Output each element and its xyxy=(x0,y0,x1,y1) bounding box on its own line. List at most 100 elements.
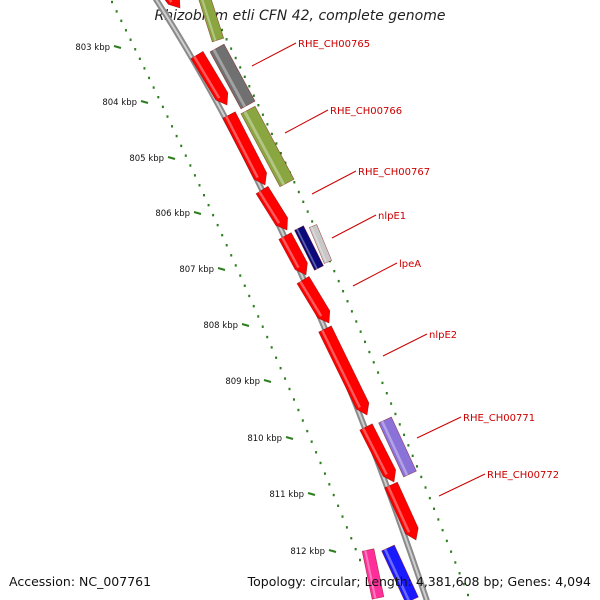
scale-dot xyxy=(216,223,219,227)
scale-dot xyxy=(332,493,335,497)
scale-dot xyxy=(345,526,348,529)
scale-dot xyxy=(372,361,375,364)
scale-dot xyxy=(266,335,269,339)
scale-dot xyxy=(364,340,367,344)
scale-dot xyxy=(120,19,123,23)
scale-dot xyxy=(261,113,264,116)
scale-dot xyxy=(346,300,349,303)
scale-dot xyxy=(319,461,322,465)
scale-dot xyxy=(275,356,278,359)
cds-arrow-highlight xyxy=(281,236,300,269)
scale-dot xyxy=(161,105,164,109)
cds-arrow-highlight xyxy=(299,280,323,317)
scale-dot xyxy=(275,142,278,145)
scale-dot xyxy=(390,402,393,405)
scale-dot xyxy=(403,433,406,437)
major-tick xyxy=(167,156,176,160)
scale-dot xyxy=(157,96,160,99)
scale-label: 804 kbp xyxy=(102,98,137,108)
scale-dot xyxy=(284,377,287,380)
scale-label: 806 kbp xyxy=(155,209,190,219)
cds-arrow xyxy=(164,0,181,9)
scale-dot xyxy=(288,387,291,391)
label-leader-lines xyxy=(251,42,486,497)
cds-arrow xyxy=(318,325,370,416)
scale-dot xyxy=(445,539,448,543)
scale-dot xyxy=(225,244,228,247)
cog-box-highlight xyxy=(310,226,327,263)
scale-dot xyxy=(306,429,309,433)
scale-dot xyxy=(355,320,358,323)
cog-box xyxy=(361,548,385,600)
scale-dot xyxy=(450,550,453,553)
scale-dot xyxy=(454,561,457,564)
cog-box xyxy=(198,0,225,43)
scale-dot xyxy=(225,38,228,41)
scale-dot xyxy=(175,134,178,138)
scale-dot xyxy=(203,193,206,197)
cds-arrow xyxy=(278,232,308,276)
gene-label: RHE_CH00767 xyxy=(358,167,430,178)
scale-dot xyxy=(239,66,242,69)
scale-dot xyxy=(420,475,423,479)
scale-dot xyxy=(261,325,264,328)
cog-box-highlight xyxy=(296,228,318,270)
scale-dot xyxy=(433,507,436,510)
scale-dot xyxy=(279,366,282,370)
scale-dot xyxy=(252,304,255,308)
cog-box xyxy=(294,225,324,271)
cds-arrow xyxy=(296,275,331,324)
scale-dot xyxy=(207,203,210,207)
scale-dot xyxy=(129,38,132,41)
major-tick xyxy=(307,492,316,496)
scale-dot xyxy=(467,593,469,597)
scale-dot xyxy=(310,440,313,443)
scale-dot xyxy=(323,472,326,475)
scale-dot xyxy=(243,284,246,287)
cog-box xyxy=(308,224,333,264)
scale-dot xyxy=(297,408,300,412)
scale-dot xyxy=(411,454,414,458)
backbone-shadow xyxy=(152,0,430,600)
scale-dot xyxy=(221,233,224,237)
scale-dot xyxy=(257,315,260,318)
cog-box-highlight xyxy=(243,111,286,186)
scale-dot xyxy=(381,381,384,385)
scale-dot xyxy=(302,200,305,203)
accession-text: Accession: NC_007761 xyxy=(9,574,152,589)
gene-label: nlpE1 xyxy=(378,211,406,222)
scale-label: 808 kbp xyxy=(203,321,238,331)
gene-label: RHE_CH00765 xyxy=(298,39,370,50)
scale-dot xyxy=(368,350,371,354)
scale-dot xyxy=(354,547,357,551)
gene-features xyxy=(164,0,419,600)
cds-arrow xyxy=(255,185,288,231)
scale-dot xyxy=(398,423,401,426)
scale-dot xyxy=(270,132,273,136)
scale-dot xyxy=(143,67,146,70)
cog-box-highlight xyxy=(201,0,217,42)
scale-dot xyxy=(341,515,344,518)
cds-arrow-highlight xyxy=(193,55,221,99)
scale-dot xyxy=(266,123,269,126)
cds-arrow xyxy=(384,481,419,541)
scale-dot xyxy=(234,264,237,267)
scale-dot xyxy=(441,528,444,532)
cds-arrow-highlight xyxy=(168,0,173,3)
scale-label: 810 kbp xyxy=(247,434,282,444)
gene-label: nlpE2 xyxy=(429,330,457,341)
scale-dot xyxy=(270,346,273,349)
scale-dot xyxy=(297,190,300,194)
leader-line xyxy=(311,170,357,195)
scale-dot xyxy=(248,294,251,298)
scale-dot xyxy=(252,94,255,97)
gene-label: RHE_CH00766 xyxy=(330,106,402,117)
scale-dot xyxy=(115,10,118,13)
scale-dot xyxy=(315,451,318,454)
scale-dot xyxy=(124,29,127,32)
scale-dot xyxy=(138,57,141,60)
scale-dot xyxy=(230,254,233,257)
major-tick xyxy=(140,100,149,104)
leader-line xyxy=(331,214,377,239)
